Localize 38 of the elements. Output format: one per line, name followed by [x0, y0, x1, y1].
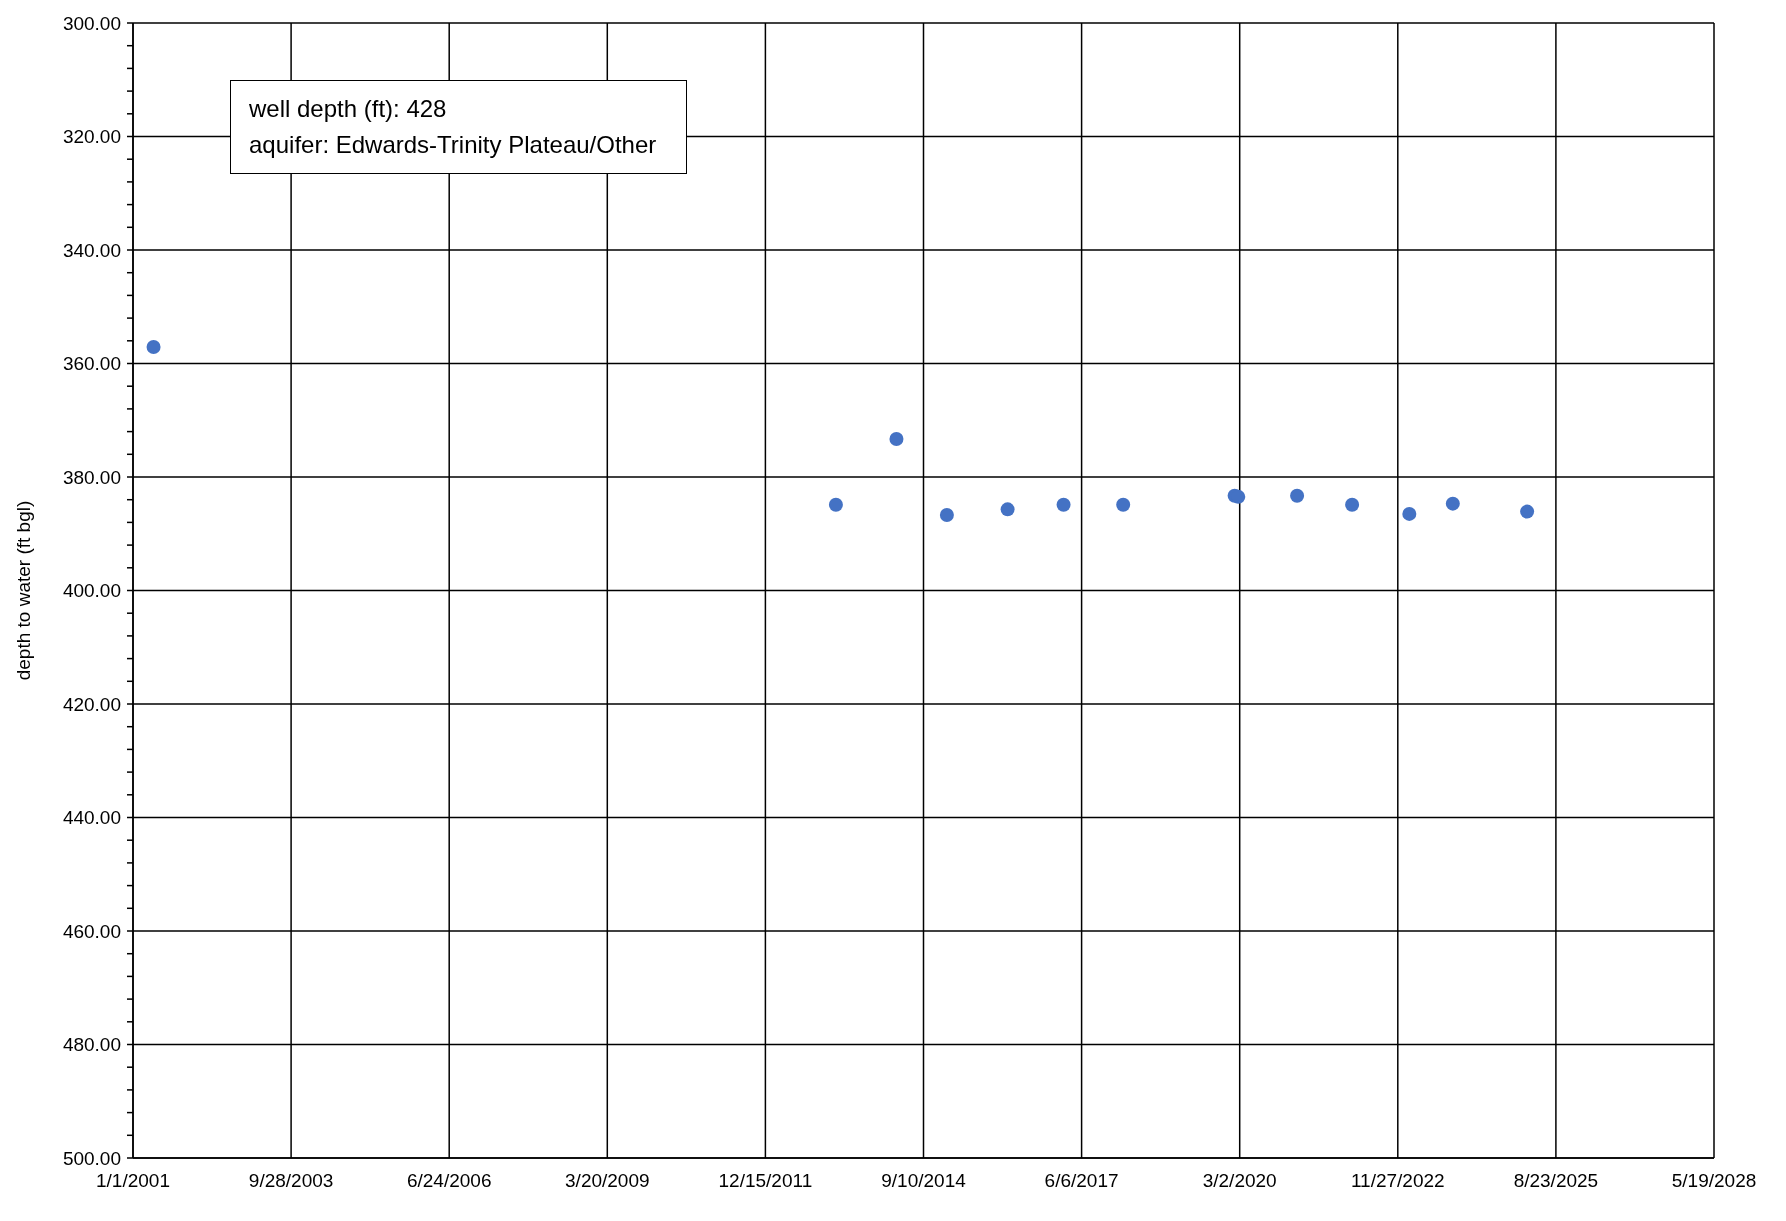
y-tick-label: 480.00 [62, 1034, 121, 1056]
point [1345, 497, 1360, 512]
x-tick-label: 1/1/2001 [96, 1170, 170, 1192]
y-tick-label: 460.00 [62, 920, 121, 942]
point [1056, 497, 1071, 512]
y-tick-label: 340.00 [62, 239, 121, 261]
point [1000, 502, 1015, 517]
x-tick-label: 6/24/2006 [406, 1170, 492, 1192]
point [1290, 488, 1305, 503]
y-tick-label: 380.00 [62, 466, 121, 488]
x-tick-label: 6/6/2017 [1044, 1170, 1119, 1192]
point [939, 508, 954, 523]
point [1402, 506, 1417, 521]
x-tick-label: 11/27/2022 [1350, 1170, 1445, 1192]
y-tick-label: 420.00 [62, 693, 121, 715]
x-tick-label: 8/23/2025 [1513, 1170, 1599, 1192]
y-tick-label: 300.00 [62, 12, 121, 34]
x-tick-label: 3/2/2020 [1202, 1170, 1277, 1192]
x-tick-label: 5/19/2028 [1671, 1170, 1757, 1192]
annotation: aquifer: Edwards-Trinity Plateau/Other [249, 130, 657, 160]
y-tick-label: 500.00 [62, 1147, 121, 1169]
x-tick-label: 9/10/2014 [881, 1170, 967, 1192]
note-box: well depth (ft): 428 aquifer: Edwards-Trinity Plateau/Other [230, 80, 688, 174]
annotation: well depth (ft): 428 [249, 94, 448, 124]
point [1445, 496, 1460, 511]
x-tick-label: 12/15/2011 [718, 1170, 813, 1192]
point [146, 340, 161, 355]
y-tick-label: 440.00 [62, 807, 121, 829]
x-tick-label: 3/20/2009 [565, 1170, 650, 1192]
point [1116, 497, 1131, 512]
y-tick-label: 360.00 [62, 353, 121, 375]
y-tick-label: 400.00 [62, 580, 121, 602]
point [1520, 504, 1535, 519]
point [828, 497, 843, 512]
point [889, 431, 904, 446]
y-axis-title: depth to water (ft bgl) [12, 500, 34, 681]
y-tick-label: 320.00 [62, 126, 121, 148]
x-tick-label: 9/28/2003 [248, 1170, 334, 1192]
